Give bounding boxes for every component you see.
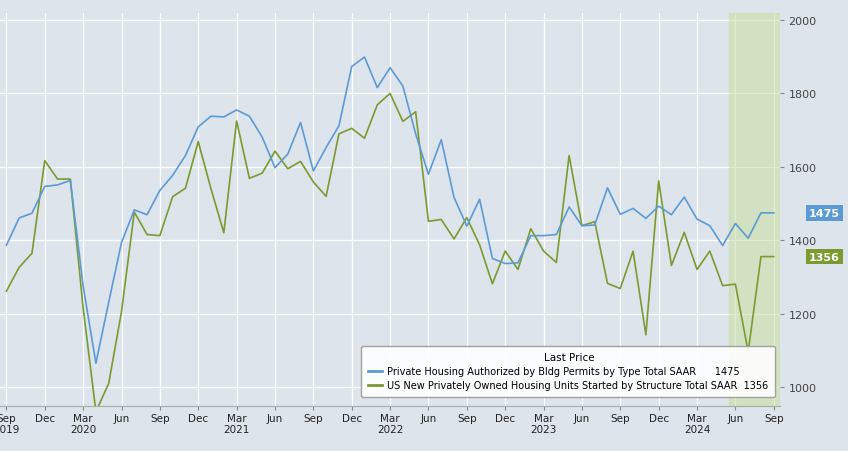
Bar xyxy=(729,14,780,406)
Text: 1475: 1475 xyxy=(809,208,840,218)
Text: 1356: 1356 xyxy=(809,252,840,262)
Legend: Private Housing Authorized by Bldg Permits by Type Total SAAR      1475, US New : Private Housing Authorized by Bldg Permi… xyxy=(361,346,775,397)
